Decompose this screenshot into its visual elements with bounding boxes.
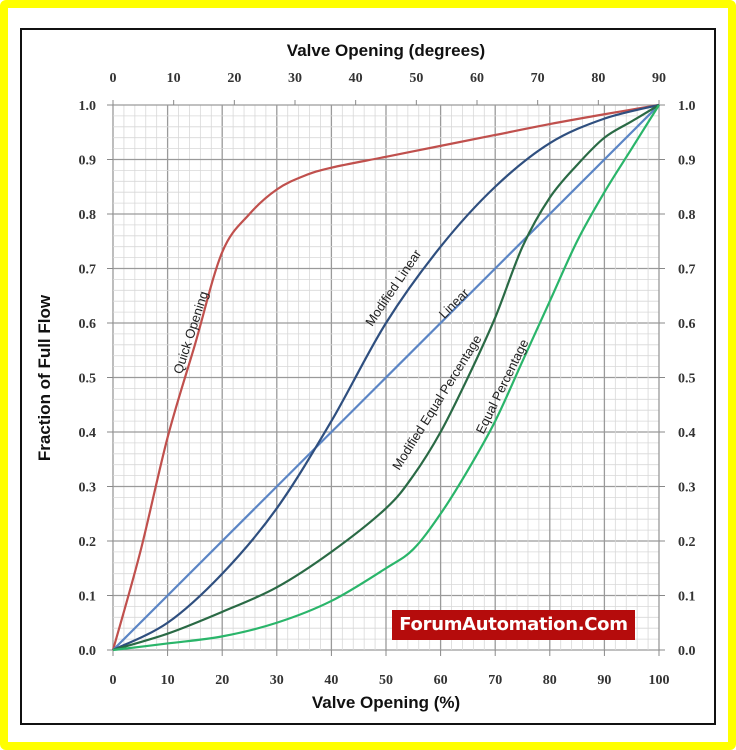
label-modified-equal-percentage: Modified Equal Percentage [389,332,484,472]
x-tick-label: 90 [597,673,611,688]
top-tick-label: 90 [652,71,666,86]
y-right-tick-label: 0.5 [678,372,696,387]
curve-modified-equal-percentage [112,104,660,652]
x-tick-label: 10 [161,673,175,688]
top-tick-label: 40 [349,71,363,86]
y-tick-label: 1.0 [79,99,97,114]
x-tick-label: 60 [434,673,448,688]
tick-labels: 0 10 20 30 40 50 60 70 80 90 100 0 10 20 30 40 50 60 70 80 9… [79,71,696,688]
y-tick-label: 0.4 [79,426,97,441]
y-tick-label: 0.5 [79,372,97,387]
y-tick-label: 0.2 [79,535,97,550]
top-tick-label: 20 [227,71,241,86]
x-tick-label: 50 [379,673,393,688]
x-tick-label: 30 [270,673,284,688]
y-right-tick-label: 0.4 [678,426,696,441]
top-tick-label: 0 [110,71,117,86]
label-modified-linear: Modified Linear [362,246,425,329]
watermark-badge: ForumAutomation.Com [392,610,635,640]
x-tick-label: 70 [488,673,502,688]
y-right-tick-label: 0.9 [678,154,696,169]
y-right-tick-label: 0.1 [678,590,696,605]
top-tick-label: 30 [288,71,302,86]
curve-linear [112,104,660,651]
top-tick-label: 10 [167,71,181,86]
x-axis-title: Valve Opening (%) [312,693,460,712]
x-tick-label: 0 [110,673,117,688]
y-tick-label: 0.7 [79,263,97,278]
x-tick-label: 100 [649,673,670,688]
top-tick-label: 80 [591,71,605,86]
top-axis-title: Valve Opening (degrees) [287,41,485,60]
top-tick-label: 50 [409,71,423,86]
y-right-tick-label: 0.6 [678,317,696,332]
curve-modified-linear [112,103,660,651]
curves [111,103,660,652]
chart-border [20,28,716,725]
y-tick-label: 0.6 [79,317,97,332]
x-tick-label: 80 [543,673,557,688]
y-right-tick-label: 0.2 [678,535,696,550]
x-tick-label: 20 [215,673,229,688]
y-tick-label: 0.1 [79,590,97,605]
y-tick-label: 0.8 [79,208,97,223]
y-right-tick-label: 0.7 [678,263,696,278]
y-right-tick-label: 0.3 [678,481,696,496]
y-right-tick-label: 0.0 [678,644,696,659]
top-tick-label: 70 [531,71,545,86]
y-right-tick-label: 1.0 [678,99,696,114]
y-tick-label: 0.3 [79,481,97,496]
curve-quick-opening [111,103,660,651]
y-tick-label: 0.9 [79,154,97,169]
y-right-tick-label: 0.8 [678,208,696,223]
top-tick-label: 60 [470,71,484,86]
y-tick-label: 0.0 [79,644,97,659]
y-axis-title: Fraction of Full Flow [35,294,54,461]
x-tick-label: 40 [324,673,338,688]
curve-equal-percentage [112,104,660,652]
